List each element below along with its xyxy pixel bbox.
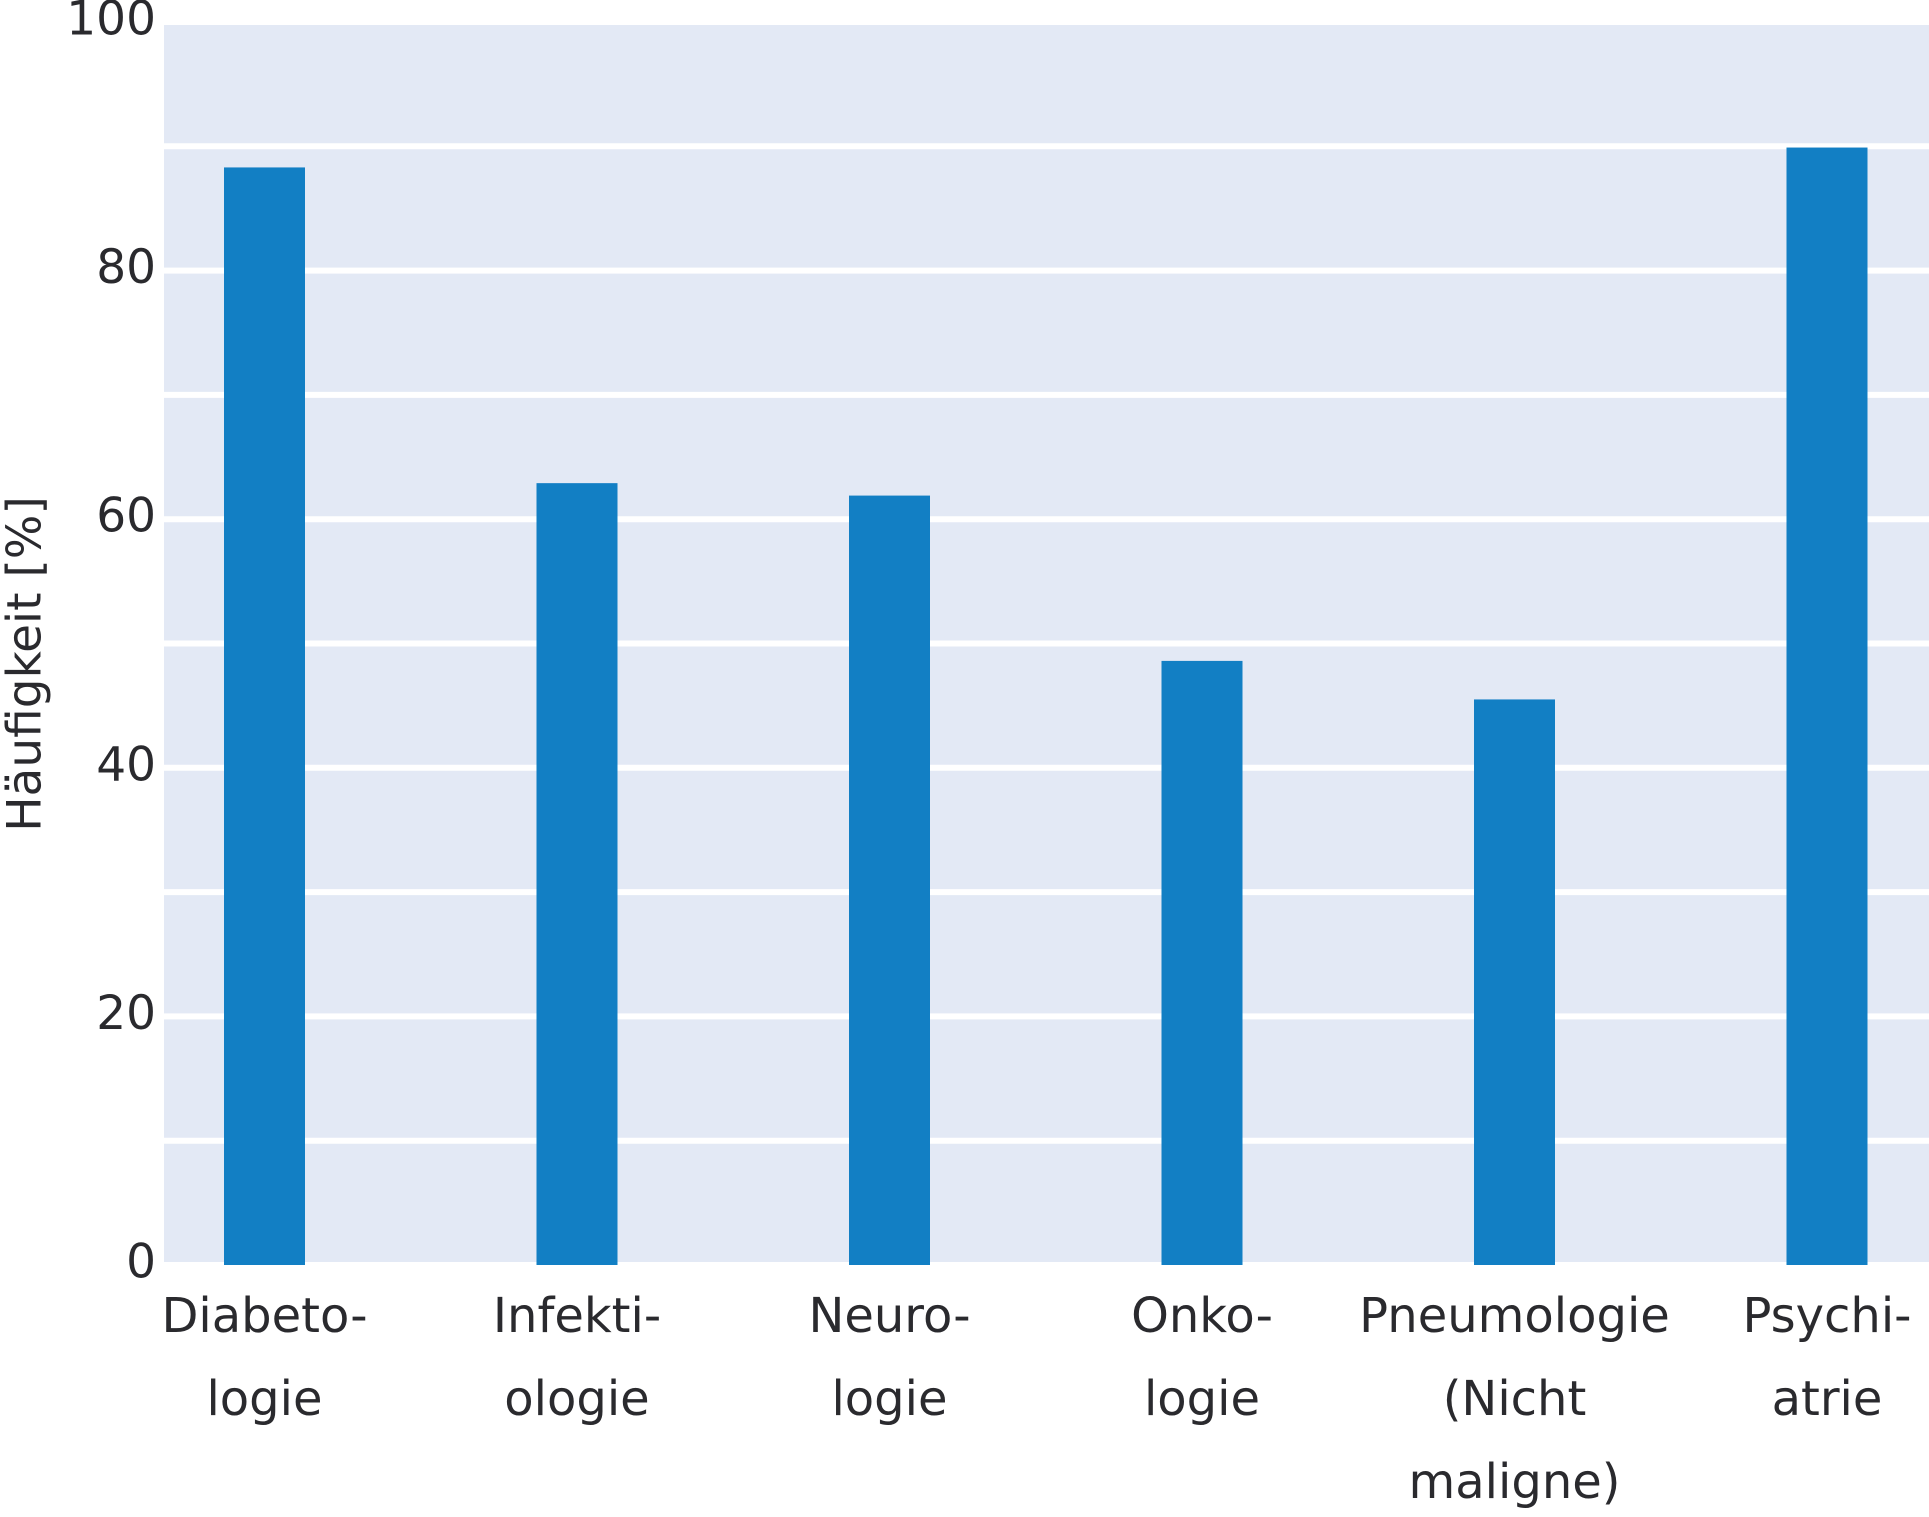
x-tick-label: Onko-logie (1131, 1288, 1273, 1427)
x-tick-label: Diabeto-logie (161, 1288, 367, 1427)
y-axis-label: Häufigkeit [%] (0, 496, 53, 832)
bar (849, 495, 930, 1265)
x-tick-label-line: Psychi- (1743, 1288, 1912, 1344)
y-tick-label: 40 (96, 737, 156, 792)
x-tick-label-line: logie (1144, 1371, 1260, 1427)
x-tick-label: Psychi-atrie (1743, 1288, 1912, 1427)
x-tick-label-line: (Nicht (1443, 1371, 1587, 1427)
x-tick-label-line: ologie (504, 1371, 649, 1427)
bar (1161, 660, 1243, 1265)
x-tick-label-line: logie (206, 1371, 322, 1427)
x-tick-label-line: atrie (1772, 1371, 1883, 1427)
y-tick-label: 80 (96, 240, 156, 295)
x-tick-label: Pneumologie (Nicht maligne) (1359, 1288, 1670, 1510)
y-tick-label: 0 (126, 1235, 156, 1290)
bar (1786, 147, 1868, 1266)
x-tick-label: Neuro-logie (808, 1288, 970, 1427)
y-tick-label: 60 (96, 489, 156, 544)
y-tick-label: 20 (96, 986, 156, 1041)
x-tick-label-line: Onko- (1131, 1288, 1273, 1344)
x-tick-label-line: Infekti- (493, 1288, 661, 1344)
x-tick-label-line: Neuro- (808, 1288, 970, 1344)
x-tick-label-line: Diabeto- (161, 1288, 367, 1344)
x-tick-label: Infekti-ologie (493, 1288, 661, 1427)
x-tick-label-line: maligne) (1409, 1454, 1621, 1510)
bar (1474, 699, 1555, 1265)
x-tick-label-line: logie (831, 1371, 947, 1427)
bar (224, 167, 305, 1265)
bar (536, 483, 618, 1265)
x-tick-label-line: Pneumologie (1359, 1288, 1670, 1344)
y-tick-label: 100 (66, 0, 156, 47)
